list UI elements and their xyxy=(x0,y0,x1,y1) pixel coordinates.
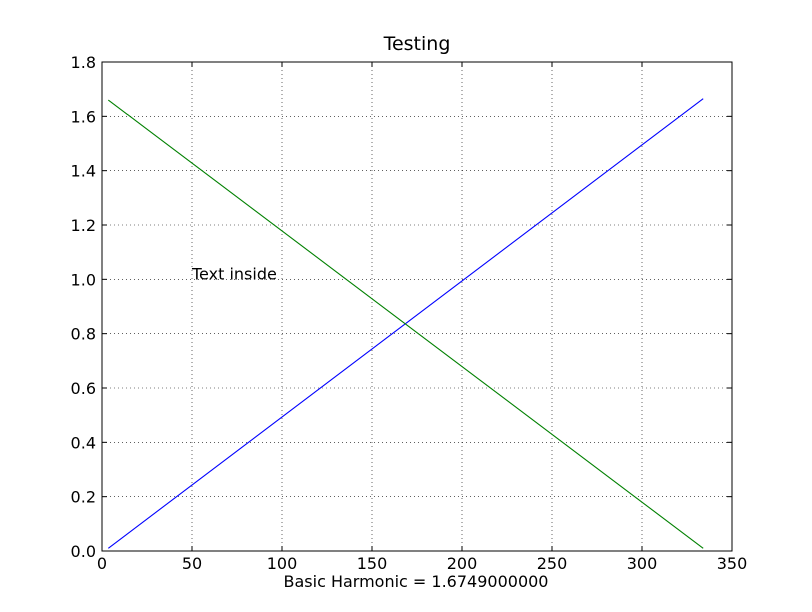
y-tick-label: 0.2 xyxy=(71,488,96,507)
axes-frame xyxy=(101,61,733,552)
annotation-text: Text inside xyxy=(191,264,277,283)
y-tick-label: 1.4 xyxy=(71,162,96,181)
y-tick-label: 1.8 xyxy=(71,53,96,72)
y-axis: 0.0 0.2 0.4 0.6 0.8 1.0 1.2 1.4 1.6 1.8 xyxy=(71,53,732,561)
x-tick-label: 50 xyxy=(182,554,202,573)
x-tick-label: 100 xyxy=(267,554,298,573)
y-tick-label: 0.6 xyxy=(71,379,96,398)
x-tick-label: 350 xyxy=(717,554,748,573)
x-tick-label: 0 xyxy=(97,554,107,573)
y-tick-label: 0.0 xyxy=(71,542,96,561)
y-tick-label: 0.8 xyxy=(71,325,96,344)
series-line-2 xyxy=(107,99,704,549)
x-tick-label: 150 xyxy=(357,554,388,573)
y-tick-label: 1.6 xyxy=(71,107,96,126)
x-tick-label: 300 xyxy=(627,554,658,573)
chart-title: Testing xyxy=(383,33,451,55)
grid xyxy=(101,61,733,552)
annotations: Text inside xyxy=(191,264,277,283)
x-tick-label: 250 xyxy=(537,554,568,573)
series-group xyxy=(107,98,704,549)
x-axis: 0 50 100 150 200 250 300 350 xyxy=(97,62,747,573)
y-tick-label: 1.0 xyxy=(71,270,96,289)
y-tick-label: 1.2 xyxy=(71,216,96,235)
x-tick-label: 200 xyxy=(447,554,478,573)
y-tick-label: 0.4 xyxy=(71,433,96,452)
x-axis-label: Basic Harmonic = 1.6749000000 xyxy=(284,572,549,591)
